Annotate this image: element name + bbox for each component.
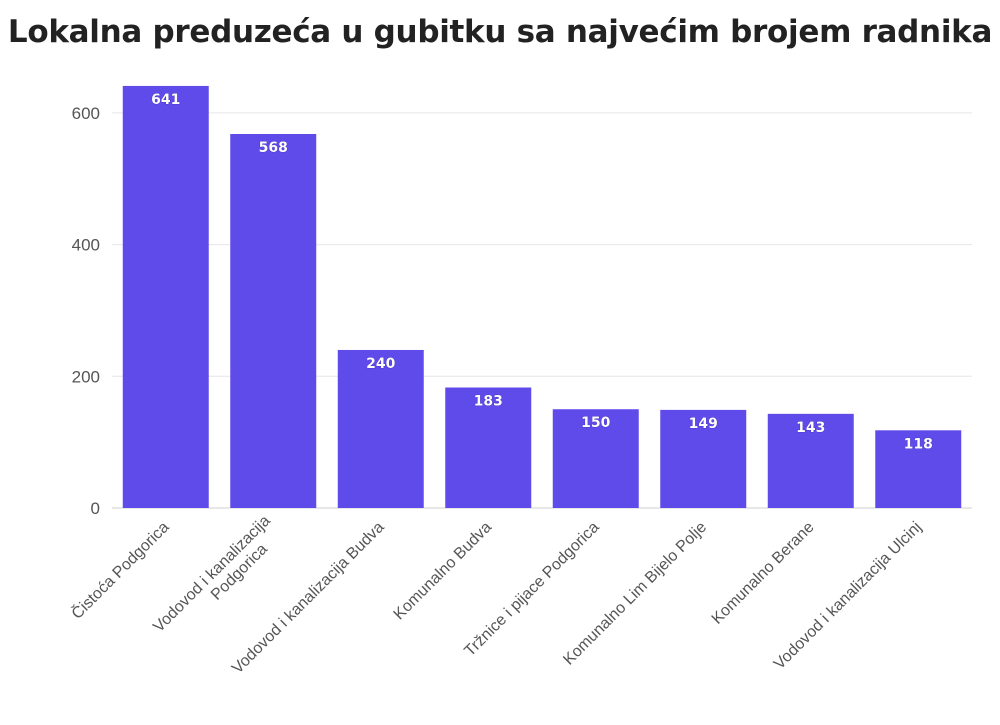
x-category-label: Komunalno Berane (709, 519, 818, 628)
x-category-label-line: Čistoća Podgorica (67, 517, 172, 622)
x-category-label: Komunalno Budva (391, 519, 496, 624)
bar (875, 430, 962, 508)
bar-data-label: 149 (689, 416, 718, 432)
chart-title: Lokalna preduzeća u gubitku sa najvećim … (7, 14, 993, 50)
bar (122, 85, 209, 509)
bar-data-label: 240 (366, 356, 395, 372)
bar-data-label: 641 (151, 92, 180, 108)
bar-data-label: 568 (259, 140, 288, 156)
y-tick-label: 400 (72, 236, 100, 255)
bar-data-label: 143 (796, 420, 825, 436)
bar (767, 413, 854, 508)
y-tick-label: 200 (72, 367, 100, 386)
bar-data-label: 183 (474, 394, 503, 410)
bar (230, 133, 317, 509)
x-category-label-line: Komunalno Budva (391, 519, 496, 624)
bar (337, 349, 424, 508)
y-tick-label: 600 (72, 104, 100, 123)
bar-data-label: 118 (904, 436, 933, 452)
bar (660, 409, 747, 508)
bar (552, 409, 639, 508)
x-category-label: Čistoća Podgorica (67, 517, 172, 622)
bar-data-label: 150 (581, 415, 610, 431)
y-tick-label: 0 (91, 499, 100, 518)
x-category-label-line: Komunalno Berane (709, 519, 818, 628)
bar (445, 387, 532, 508)
